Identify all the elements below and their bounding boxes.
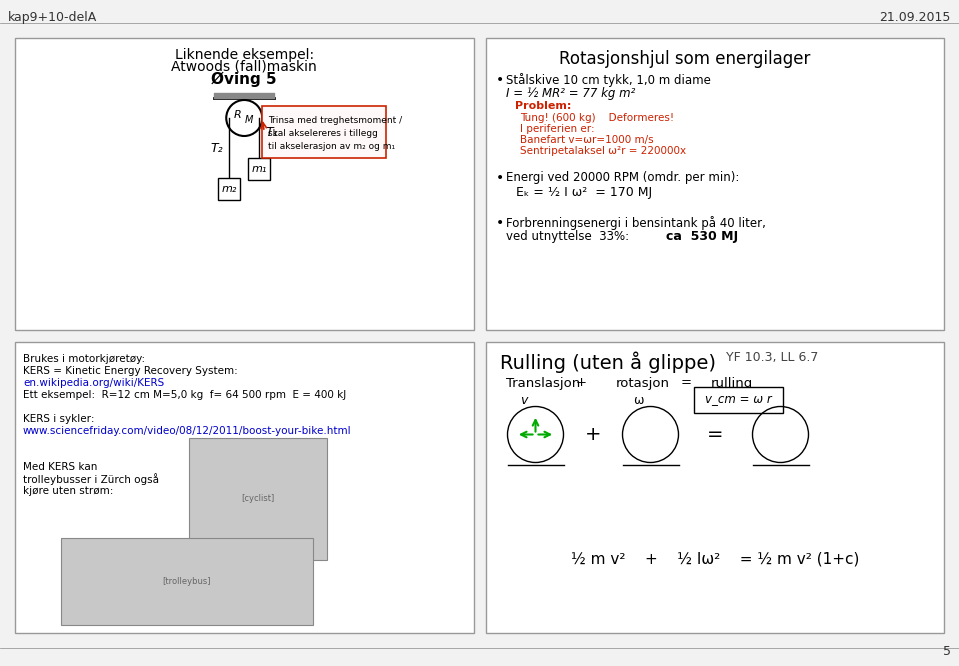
Text: Atwoods (fall)maskin: Atwoods (fall)maskin xyxy=(172,60,317,74)
Text: =: = xyxy=(707,425,724,444)
Text: ω: ω xyxy=(634,394,644,408)
Text: en.wikipedia.org/wiki/KERS: en.wikipedia.org/wiki/KERS xyxy=(23,378,164,388)
FancyBboxPatch shape xyxy=(248,158,270,180)
Text: v_cm = ω r: v_cm = ω r xyxy=(705,393,771,406)
Text: R: R xyxy=(233,110,241,120)
Text: Øving 5: Øving 5 xyxy=(211,72,277,87)
Text: m₁: m₁ xyxy=(251,164,267,174)
Text: KERS = Kinetic Energy Recovery System:: KERS = Kinetic Energy Recovery System: xyxy=(23,366,238,376)
Text: ved utnyttelse  33%:: ved utnyttelse 33%: xyxy=(505,230,629,243)
Text: ca  530 MJ: ca 530 MJ xyxy=(666,230,737,243)
Text: KERS i sykler:: KERS i sykler: xyxy=(23,414,95,424)
Text: =: = xyxy=(681,376,691,390)
Text: til akselerasjon av m₂ og m₁: til akselerasjon av m₂ og m₁ xyxy=(269,142,395,151)
Text: Sentripetalaksel ω²r = 220000x: Sentripetalaksel ω²r = 220000x xyxy=(521,146,687,156)
FancyBboxPatch shape xyxy=(15,342,474,633)
FancyBboxPatch shape xyxy=(693,386,783,412)
Text: Eₖ = ½ I ω²  = 170 MJ: Eₖ = ½ I ω² = 170 MJ xyxy=(516,186,651,199)
Text: Translasjon: Translasjon xyxy=(505,376,580,390)
Text: Med KERS kan: Med KERS kan xyxy=(23,462,98,472)
FancyBboxPatch shape xyxy=(262,106,386,158)
FancyBboxPatch shape xyxy=(485,342,944,633)
Text: Rotasjonshjul som energilager: Rotasjonshjul som energilager xyxy=(559,50,810,68)
Text: T₂: T₂ xyxy=(211,141,223,155)
Text: I periferien er:: I periferien er: xyxy=(521,124,596,134)
Text: I = ½ MR² = 77 kg m²: I = ½ MR² = 77 kg m² xyxy=(505,87,635,100)
Text: 5: 5 xyxy=(943,645,951,658)
Text: Brukes i motorkjøretøy:: Brukes i motorkjøretøy: xyxy=(23,354,145,364)
Text: Ett eksempel:  R=12 cm M=5,0 kg  f= 64 500 rpm  E = 400 kJ: Ett eksempel: R=12 cm M=5,0 kg f= 64 500… xyxy=(23,390,346,400)
Text: trolleybusser i Zürch også: trolleybusser i Zürch også xyxy=(23,474,159,486)
Text: rulling: rulling xyxy=(711,376,753,390)
Text: Problem:: Problem: xyxy=(516,101,572,111)
Text: www.sciencefriday.com/video/08/12/2011/boost-your-bike.html: www.sciencefriday.com/video/08/12/2011/b… xyxy=(23,426,352,436)
Text: Banefart v=ωr=1000 m/s: Banefart v=ωr=1000 m/s xyxy=(521,135,654,145)
FancyBboxPatch shape xyxy=(219,178,241,200)
Text: ½ m v²    +    ½ Iω²    = ½ m v² (1+c): ½ m v² + ½ Iω² = ½ m v² (1+c) xyxy=(571,551,859,567)
FancyBboxPatch shape xyxy=(60,537,313,625)
Text: Forbrenningsenergi i bensintank på 40 liter,: Forbrenningsenergi i bensintank på 40 li… xyxy=(505,216,765,230)
Text: skal akselereres i tillegg: skal akselereres i tillegg xyxy=(269,129,378,138)
Text: rotasjon: rotasjon xyxy=(616,376,669,390)
Text: M: M xyxy=(246,115,253,125)
Text: +: + xyxy=(585,425,601,444)
Text: kjøre uten strøm:: kjøre uten strøm: xyxy=(23,486,113,496)
Text: v: v xyxy=(521,394,527,408)
FancyBboxPatch shape xyxy=(485,38,944,330)
Text: +: + xyxy=(575,376,587,390)
Text: •: • xyxy=(496,171,503,185)
Text: Stålskive 10 cm tykk, 1,0 m diame: Stålskive 10 cm tykk, 1,0 m diame xyxy=(505,73,711,87)
Text: T₁: T₁ xyxy=(266,127,278,139)
Text: Rulling (uten å glippe): Rulling (uten å glippe) xyxy=(501,352,716,373)
Text: •: • xyxy=(496,216,503,230)
Text: 21.09.2015: 21.09.2015 xyxy=(879,11,951,24)
Text: Trinsa med treghetsmoment /: Trinsa med treghetsmoment / xyxy=(269,116,403,125)
Text: Tung! (600 kg)    Deformeres!: Tung! (600 kg) Deformeres! xyxy=(521,113,674,123)
FancyBboxPatch shape xyxy=(15,38,474,330)
Text: m₂: m₂ xyxy=(222,184,237,194)
Text: [cyclist]: [cyclist] xyxy=(242,494,274,503)
Text: [trolleybus]: [trolleybus] xyxy=(163,577,211,586)
Text: Energi ved 20000 RPM (omdr. per min):: Energi ved 20000 RPM (omdr. per min): xyxy=(505,171,738,184)
Text: •: • xyxy=(496,73,503,87)
Text: Liknende eksempel:: Liknende eksempel: xyxy=(175,48,314,62)
Text: kap9+10-delA: kap9+10-delA xyxy=(8,11,97,24)
FancyBboxPatch shape xyxy=(189,438,327,560)
Text: YF 10.3, LL 6.7: YF 10.3, LL 6.7 xyxy=(726,352,818,364)
